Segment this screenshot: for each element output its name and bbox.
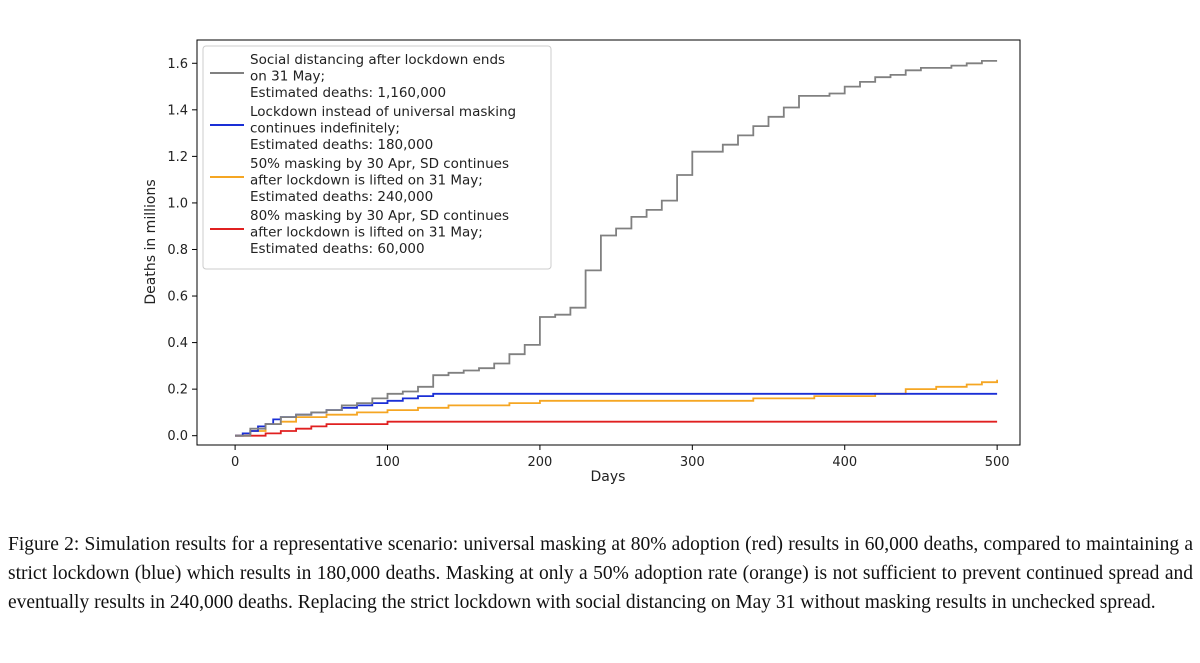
legend-entry-text: after lockdown is lifted on 31 May; <box>250 225 483 241</box>
series-line <box>235 379 998 437</box>
x-axis-label: Days <box>591 469 626 485</box>
x-tick-label: 100 <box>375 455 400 470</box>
legend-entry-text: 80% masking by 30 Apr, SD continues <box>250 208 509 224</box>
y-tick-label: 0.4 <box>167 336 188 351</box>
legend-entry-text: Estimated deaths: 180,000 <box>250 137 433 153</box>
series-lines <box>235 60 998 437</box>
legend: Social distancing after lockdown endson … <box>202 45 552 270</box>
legend-frame <box>202 45 552 270</box>
series-line <box>235 60 998 437</box>
series-line <box>235 420 998 437</box>
x-tick-label: 400 <box>832 455 857 470</box>
legend-entry-text: Estimated deaths: 240,000 <box>250 189 433 205</box>
x-tick-label: 200 <box>528 455 553 470</box>
y-tick-label: 0.2 <box>167 383 188 398</box>
legend-entry-text: Estimated deaths: 60,000 <box>250 241 425 257</box>
y-tick-label: 1.2 <box>167 150 188 165</box>
y-axis-label: Deaths in millions <box>143 179 159 304</box>
legend-entry-text: 50% masking by 30 Apr, SD continues <box>250 156 509 172</box>
x-axis: 0 100 200 300 400 500 <box>231 445 1010 470</box>
legend-entry-text: on 31 May; <box>250 69 325 85</box>
y-axis: 0.0 0.2 0.4 0.6 0.8 1.0 1.2 1.4 1.6 <box>167 57 197 444</box>
figure-caption: Figure 2: Simulation results for a repre… <box>8 534 1193 613</box>
y-tick-label: 1.4 <box>167 103 188 118</box>
y-tick-label: 1.0 <box>167 196 188 211</box>
y-tick-label: 0.8 <box>167 243 188 258</box>
legend-entry-text: continues indefinitely; <box>250 121 400 137</box>
legend-entry-text: Social distancing after lockdown ends <box>250 52 505 68</box>
x-tick-label: 0 <box>231 455 239 470</box>
legend-entry-text: Lockdown instead of universal masking <box>250 104 516 120</box>
y-tick-label: 1.6 <box>167 57 188 72</box>
y-tick-label: 0.0 <box>167 429 188 444</box>
x-tick-label: 300 <box>680 455 705 470</box>
x-tick-label: 500 <box>985 455 1010 470</box>
legend-entry-text: Estimated deaths: 1,160,000 <box>250 85 446 101</box>
legend-entry-text: after lockdown is lifted on 31 May; <box>250 173 483 189</box>
chart: 0 100 200 300 400 500 0.0 0.2 0.4 0.6 0.8 1.0 1.2 1.… <box>143 39 1021 485</box>
y-tick-label: 0.6 <box>167 290 188 305</box>
